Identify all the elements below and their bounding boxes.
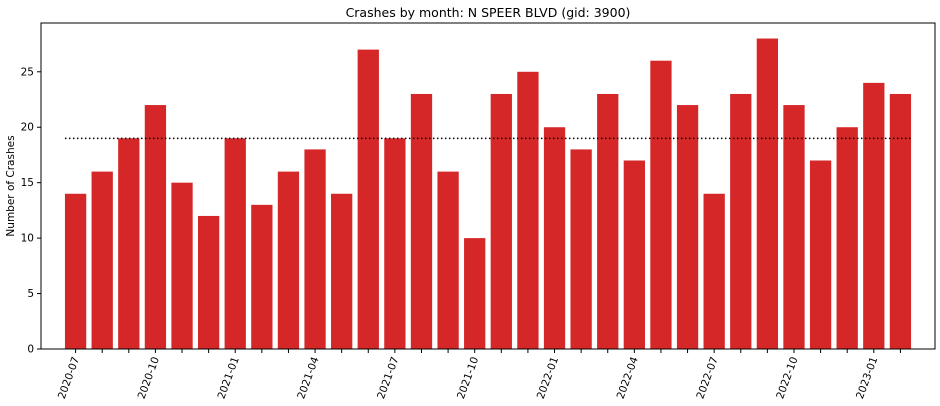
bar-2020-08 bbox=[91, 171, 113, 349]
bar-2021-02 bbox=[251, 204, 273, 349]
bar-2021-05 bbox=[331, 193, 353, 349]
bar-2021-03 bbox=[277, 171, 300, 349]
x-tick-label-2023-01: 2023-01 bbox=[854, 355, 880, 400]
bar-2022-07 bbox=[703, 193, 725, 349]
x-tick-label-2022-04: 2022-04 bbox=[615, 355, 641, 401]
y-tick-label-5: 5 bbox=[27, 288, 34, 300]
bar-2022-02 bbox=[570, 149, 592, 349]
bar-2021-07 bbox=[384, 138, 406, 349]
bar-2022-04 bbox=[623, 160, 645, 349]
chart-title: Crashes by month: N SPEER BLVD (gid: 390… bbox=[346, 5, 631, 20]
y-tick-label-25: 25 bbox=[21, 66, 34, 78]
x-tick-label-2021-07: 2021-07 bbox=[375, 355, 401, 400]
bar-2022-03 bbox=[597, 93, 619, 349]
x-ticks-group: 2020-07 2020-10 2021-01 2021-04 2021-07 2021-… bbox=[56, 349, 901, 401]
y-ticks-group: 0 5 10 15 20 25 bbox=[21, 66, 41, 356]
bar-2020-11 bbox=[171, 182, 193, 349]
bar-2021-04 bbox=[304, 149, 326, 349]
bar-2022-09 bbox=[756, 38, 779, 350]
plot-frame bbox=[40, 22, 936, 350]
y-tick-label-15: 15 bbox=[21, 177, 34, 189]
x-tick-label-2021-01: 2021-01 bbox=[216, 355, 242, 400]
bar-2022-01 bbox=[543, 127, 566, 349]
bar-2020-09 bbox=[118, 138, 140, 349]
bar-2022-06 bbox=[676, 105, 699, 349]
x-tick-label-2021-04: 2021-04 bbox=[295, 355, 321, 401]
bar-2023-02 bbox=[889, 93, 912, 349]
x-tick-label-2022-07: 2022-07 bbox=[694, 355, 720, 400]
y-tick-label-0: 0 bbox=[27, 344, 34, 356]
x-tick-label-2022-10: 2022-10 bbox=[774, 355, 800, 400]
y-tick-label-20: 20 bbox=[21, 122, 34, 134]
axes-group bbox=[40, 22, 936, 350]
bar-2022-12 bbox=[836, 127, 858, 349]
bar-2020-12 bbox=[197, 215, 220, 349]
bar-2021-01 bbox=[224, 138, 246, 349]
bar-2021-08 bbox=[410, 93, 433, 349]
y-axis-label: Number of Crashes bbox=[5, 135, 17, 236]
bar-2020-07 bbox=[64, 193, 87, 349]
bars-group bbox=[64, 38, 912, 350]
bar-2021-06 bbox=[357, 49, 379, 350]
bar-2021-10 bbox=[464, 238, 486, 349]
x-tick-label-2022-01: 2022-01 bbox=[535, 355, 561, 400]
bar-2021-09 bbox=[437, 171, 459, 349]
bar-2021-11 bbox=[490, 93, 512, 349]
y-tick-label-10: 10 bbox=[21, 233, 34, 245]
bar-2022-05 bbox=[650, 60, 672, 349]
x-tick-label-2020-10: 2020-10 bbox=[136, 355, 162, 400]
bar-2022-11 bbox=[809, 160, 832, 349]
x-tick-label-2021-10: 2021-10 bbox=[455, 355, 481, 400]
x-tick-label-2020-07: 2020-07 bbox=[56, 355, 82, 400]
bar-2022-10 bbox=[783, 105, 805, 349]
bar-2022-08 bbox=[730, 93, 752, 349]
bar-2023-01 bbox=[863, 82, 885, 349]
bar-2021-12 bbox=[517, 71, 539, 349]
bar-2020-10 bbox=[144, 105, 167, 349]
